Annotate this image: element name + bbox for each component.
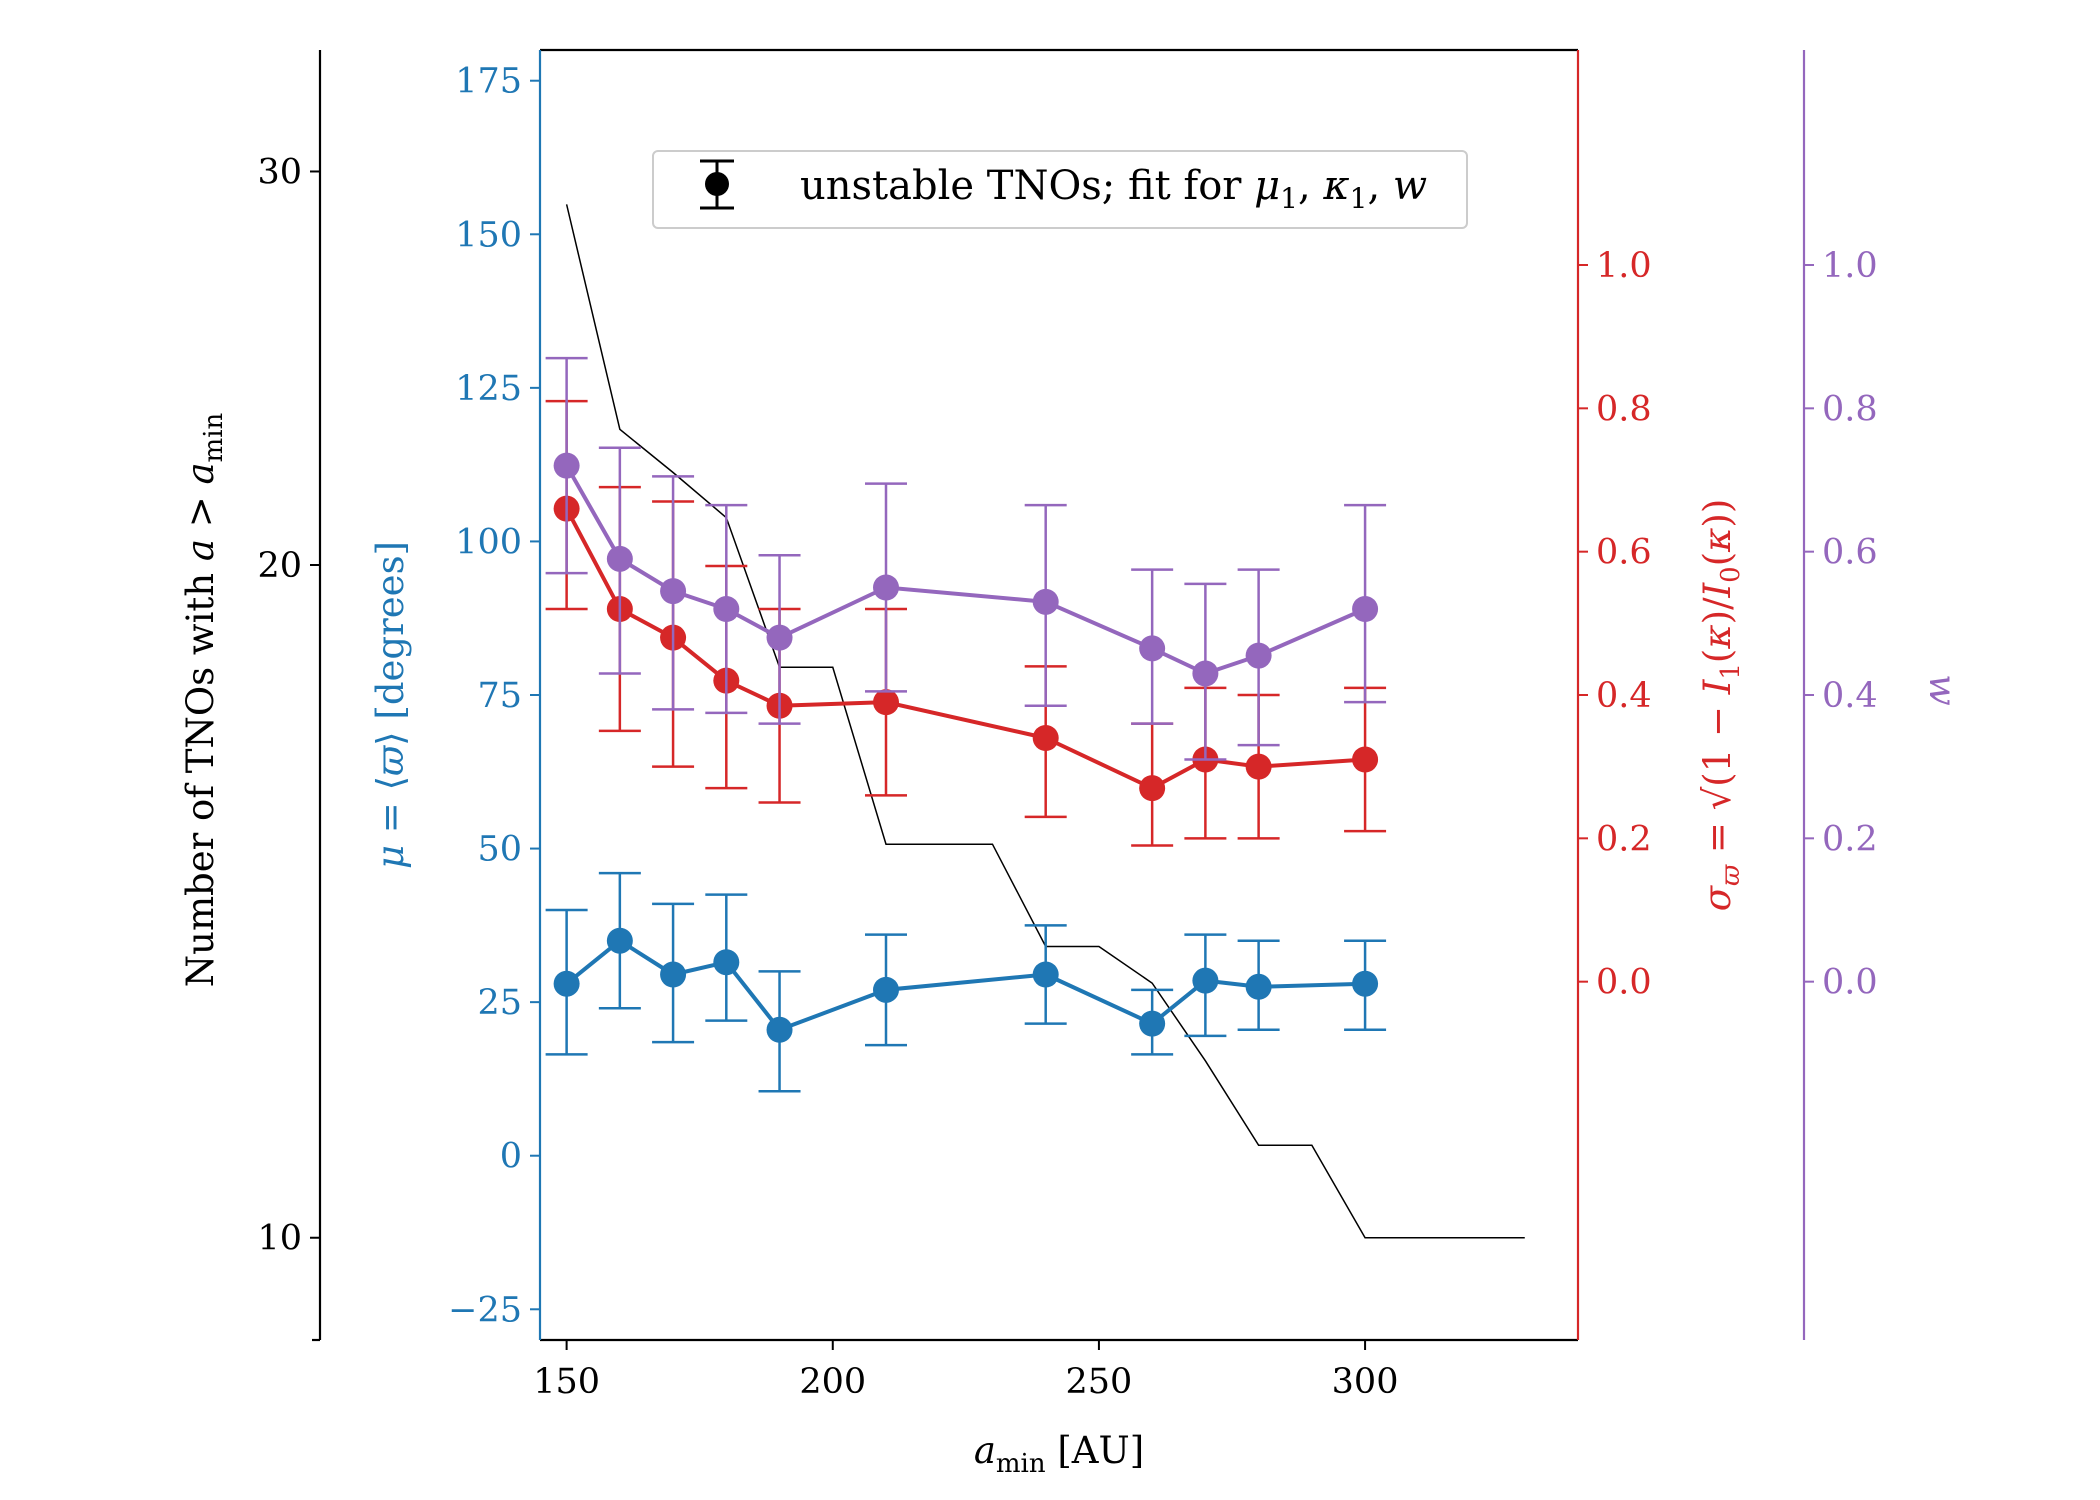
mu-point	[766, 1016, 793, 1043]
w-tick-label: 0.6	[1822, 533, 1878, 573]
sigma-tick-label: 0.8	[1596, 389, 1652, 429]
sigma-tick-label: 0.2	[1596, 819, 1652, 859]
w-tick-label: 0.4	[1822, 676, 1878, 716]
legend-marker	[700, 159, 734, 210]
count-axis	[312, 50, 322, 1342]
mu-tick-label: −25	[448, 1290, 522, 1330]
sigma-point	[1032, 725, 1059, 751]
axis-ticks: 150 200 250 300 10 20 30 −25 0 25 50 75 100 125 150 175…	[257, 62, 1877, 1402]
mu-tick-label: 150	[455, 215, 522, 255]
mu-tick-label: 100	[455, 522, 522, 562]
legend: unstable TNOs; fit for μ1, κ1, w	[652, 150, 1468, 229]
sigma-point	[1352, 746, 1379, 773]
w-point	[766, 624, 793, 651]
mu-point	[1245, 973, 1272, 1000]
series-layer	[545, 204, 1525, 1239]
sigma-tick-label: 0.0	[1596, 963, 1652, 1003]
w-point	[660, 578, 687, 605]
count-tick-label: 10	[257, 1219, 302, 1259]
mu-point	[1192, 967, 1219, 994]
w-point	[1245, 642, 1272, 669]
mu-tick-label: 25	[477, 983, 522, 1023]
mu-point	[1352, 970, 1379, 997]
w-point	[553, 452, 580, 479]
sigma-point	[1139, 775, 1166, 802]
mu-point	[553, 970, 580, 997]
w-point	[1352, 596, 1379, 622]
sigma-tick-label: 0.4	[1596, 676, 1652, 716]
series-mu	[545, 871, 1387, 1093]
mu-tick-label: 75	[477, 676, 522, 716]
count-axis-title: Number of TNOs with a > amin	[179, 412, 229, 987]
sigma-point	[1245, 753, 1272, 780]
x-tick-label: 300	[1332, 1362, 1399, 1402]
w-tick-label: 0.2	[1822, 819, 1878, 859]
mu-tick-label: 125	[455, 369, 522, 409]
w-point	[713, 596, 740, 622]
w-point	[606, 545, 633, 572]
series-w	[545, 356, 1387, 761]
x-axis-title: amin [AU]	[974, 1429, 1144, 1479]
series-sigma	[545, 399, 1387, 847]
sigma-axis-title: σϖ = √(1 − I1(κ)/I0(κ))	[1696, 499, 1746, 912]
w-point	[873, 574, 899, 601]
mu-tick-label: 0	[500, 1137, 522, 1177]
mu-tick-label: 175	[455, 62, 522, 102]
plot-frame	[538, 48, 1580, 1342]
mu-tick-label: 50	[477, 830, 522, 870]
mu-line	[565, 938, 1366, 1032]
sigma-tick-label: 0.6	[1596, 533, 1652, 573]
mu-point	[713, 949, 740, 976]
w-tick-label: 0.0	[1822, 963, 1878, 1003]
x-tick-label: 150	[533, 1362, 600, 1402]
mu-point	[873, 976, 899, 1003]
count-tick-label: 20	[257, 546, 302, 586]
w-point	[1192, 660, 1219, 687]
x-tick-label: 250	[1066, 1362, 1133, 1402]
w-point	[1032, 588, 1059, 615]
w-point	[1139, 635, 1166, 662]
sigma-tick-label: 1.0	[1596, 246, 1652, 286]
mu-point	[660, 961, 687, 988]
mu-point	[1032, 961, 1059, 988]
mu-axis-title: μ = ⟨ϖ⟩ [degrees]	[369, 541, 412, 869]
x-tick-label: 200	[799, 1362, 866, 1402]
legend-label: unstable TNOs; fit for μ1, κ1, w	[800, 163, 1427, 215]
mu-point	[1139, 1010, 1166, 1037]
w-tick-label: 1.0	[1822, 246, 1878, 286]
mu-point	[606, 927, 633, 954]
sigma-point	[873, 689, 899, 716]
w-axis-title: w	[1921, 674, 1964, 706]
w-tick-label: 0.8	[1822, 389, 1878, 429]
count-tick-label: 30	[257, 152, 302, 192]
